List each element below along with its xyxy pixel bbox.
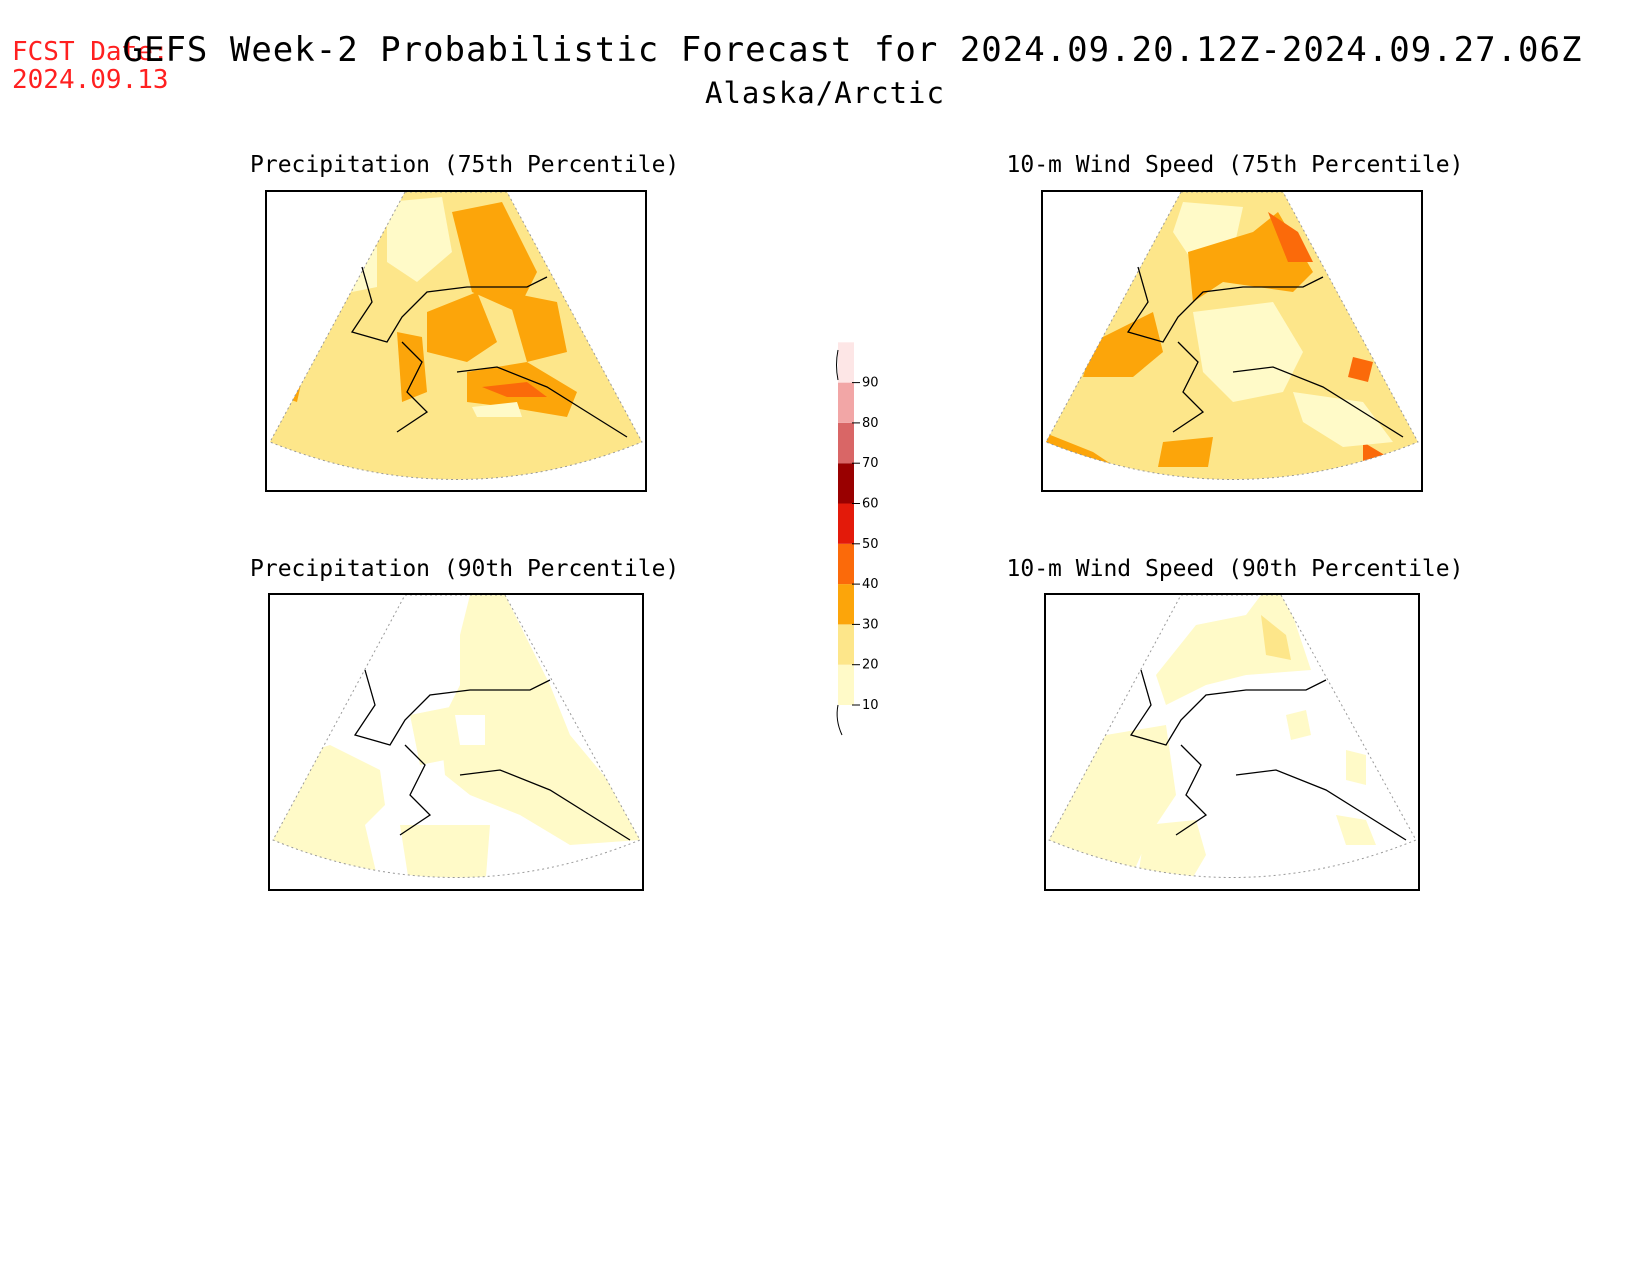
map-wind-75 — [1041, 190, 1423, 492]
figure-title-block: GEFS Week-2 Probabilistic Forecast for 2… — [0, 30, 1650, 110]
panel-title-precip-90: Precipitation (90th Percentile) — [250, 556, 680, 582]
colorbar-tick-label: 30 — [862, 617, 879, 632]
map-precip-90 — [268, 593, 644, 891]
colorbar-swatch — [838, 503, 854, 544]
forecast-date-value: 2024.09.13 — [12, 65, 169, 95]
colorbar-swatch — [838, 584, 854, 625]
colorbar-swatch — [838, 422, 854, 464]
colorbar-tick-label: 60 — [862, 497, 879, 512]
colorbar-swatch — [838, 543, 854, 585]
colorbar-tick-label: 70 — [862, 456, 879, 471]
colorbar-swatch — [838, 463, 854, 504]
forecast-date-label: FCST Date: — [12, 37, 169, 67]
panel-title-wind-75: 10-m Wind Speed (75th Percentile) — [1006, 152, 1464, 178]
colorbar-tick-label: 40 — [862, 577, 879, 592]
colorbar-tick-label: 50 — [862, 537, 879, 552]
figure-subtitle: Alaska/Arctic — [705, 76, 945, 110]
map-wind-90 — [1044, 593, 1420, 891]
map-precip-75 — [265, 190, 647, 492]
colorbar-tick-label: 20 — [862, 658, 879, 673]
colorbar-tick-label: 80 — [862, 416, 879, 431]
colorbar-tick-label: 90 — [862, 376, 879, 391]
forecast-date-block: FCST Date: 2024.09.13 — [12, 38, 169, 94]
colorbar-swatch — [838, 342, 854, 383]
colorbar-swatch — [838, 624, 854, 665]
panel-title-precip-75: Precipitation (75th Percentile) — [250, 152, 680, 178]
colorbar: 10 20 30 40 50 60 70 80 90 — [836, 342, 879, 736]
colorbar-tick-label: 10 — [862, 698, 879, 713]
colorbar-swatch — [838, 382, 854, 423]
figure-title: GEFS Week-2 Probabilistic Forecast for 2… — [122, 30, 1583, 70]
panel-title-wind-90: 10-m Wind Speed (90th Percentile) — [1006, 556, 1464, 582]
colorbar-swatch — [838, 664, 854, 705]
